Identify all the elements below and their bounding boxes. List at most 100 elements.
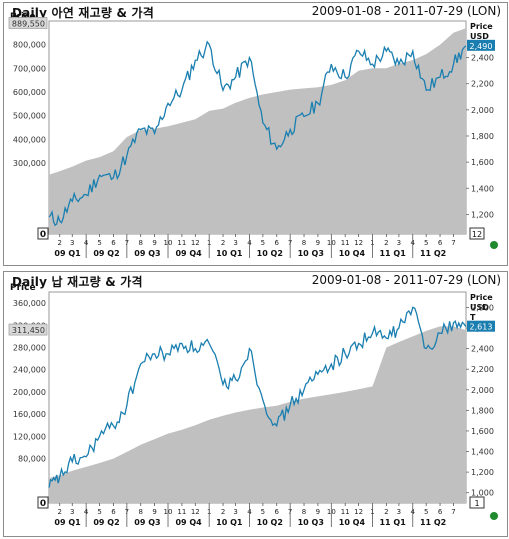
month-label: 2 [384,239,388,247]
right-tick-label: 1,400 [471,448,494,457]
month-label: 2 [58,508,62,516]
right-tick-label: 1,200 [471,210,494,219]
month-label: 3 [397,239,401,247]
left-tick-label: 80,000 [18,455,46,464]
month-label: 5 [97,239,101,247]
status-dot [490,241,498,249]
right-tick-label: 2,000 [471,386,494,395]
left-current-marker [8,17,48,29]
quarter-label: 09 Q4 [175,518,202,527]
left-tick-label: 120,000 [13,432,46,441]
chart-title: Daily 납 재고량 & 가격 [12,275,143,289]
month-label: 11 [177,239,186,247]
left-tick-label: 360,000 [13,299,46,308]
quarter-label: 10 Q2 [257,518,283,527]
month-label: 2 [221,239,225,247]
left-tick-label: 600,000 [13,88,46,97]
quarter-label: 10 Q4 [339,518,366,527]
right-current-label: 2,490 [470,42,493,51]
left-zero-label: 0 [40,230,46,240]
right-axis-title: Price [470,293,493,302]
right-tick-label: 1,800 [471,406,494,415]
inventory-area [49,326,466,503]
month-label: 12 [191,508,200,516]
right-axis-title: USD [470,303,489,312]
month-label: 6 [438,239,443,247]
month-label: 3 [233,239,237,247]
quarter-label: 09 Q3 [134,518,160,527]
month-label: 5 [261,239,265,247]
right-current-marker [467,320,495,332]
quarter-label: 11 Q2 [420,518,446,527]
month-label: 2 [221,508,225,516]
left-zero-marker [37,227,49,240]
left-tick-label: 300,000 [13,159,46,168]
month-label: 3 [70,239,74,247]
date-range: 2009-01-08 - 2011-07-29 (LON) [311,4,501,18]
right-axis-title: Price [470,22,493,31]
month-label: 3 [70,508,74,516]
month-label: 3 [233,508,237,516]
right-tick-label: 2,800 [471,303,494,312]
month-label: 8 [302,239,306,247]
left-tick-label: 240,000 [13,366,46,375]
left-tick-label: 280,000 [13,344,46,353]
lead-chart-panel: Daily 납 재고량 & 가격 2009-01-08 - 2011-07-29… [3,271,508,537]
quarter-label: 10 Q3 [298,518,324,527]
left-current-label: 889,550 [12,19,45,28]
month-label: 9 [152,508,156,516]
month-label: 7 [451,239,455,247]
right-current-label: 2,613 [470,323,493,332]
left-current-label: 311,450 [12,326,45,335]
left-tick-label: 200,000 [13,388,46,397]
inventory-area [49,28,466,234]
quarter-label: 10 Q1 [216,249,243,258]
right-tick-label: 2,000 [471,106,494,115]
month-label: 12 [354,508,363,516]
quarter-label: 10 Q2 [257,249,283,258]
left-tick-label: 500,000 [13,112,46,121]
month-label: 12 [191,239,200,247]
month-label: 5 [424,239,428,247]
left-tick-label: 160,000 [13,410,46,419]
quarter-label: 11 Q1 [379,518,406,527]
left-axis-title: Price [10,12,36,22]
zinc-chart-plot: Price 300,000 400,000 500,000 600,000 700,000… [8,12,498,258]
right-tick-label: 1,000 [471,489,494,498]
date-range: 2009-01-08 - 2011-07-29 (LON) [311,273,501,287]
month-label: 11 [341,508,350,516]
month-label: 5 [97,508,101,516]
left-axis-title: Price [10,283,36,293]
quarter-label: 09 Q2 [93,518,119,527]
month-label: 9 [316,508,320,516]
month-label: 9 [316,239,320,247]
left-tick-label: 400,000 [13,135,46,144]
month-label: 6 [111,239,116,247]
month-label: 9 [152,239,156,247]
month-label: 8 [138,239,142,247]
right-tick-label: 2,200 [471,365,494,374]
left-tick-label: 800,000 [13,41,46,50]
right-tick-label: 2,200 [471,80,494,89]
zinc-chart-panel: Daily 아연 재고량 & 가격 2009-01-08 - 2011-07-2… [3,2,508,266]
quarter-label: 09 Q3 [134,249,160,258]
month-label: 2 [384,508,388,516]
quarter-label: 11 Q2 [420,249,446,258]
month-label: 8 [302,508,306,516]
right-tick-label: 2,400 [471,345,494,354]
right-tick-label: 1,400 [471,184,494,193]
quarter-label: 09 Q1 [54,518,81,527]
month-label: 6 [111,508,116,516]
price-line [48,40,467,227]
chart-title: Daily 아연 재고량 & 가격 [12,6,154,20]
quarter-label: 09 Q4 [175,249,202,258]
right-bottom-label: 1 [474,499,479,508]
left-zero-label: 0 [40,499,46,509]
month-label: 12 [354,239,363,247]
quarter-label: 10 Q3 [298,249,324,258]
quarter-label: 11 Q1 [379,249,406,258]
quarter-label: 09 Q1 [54,249,81,258]
left-zero-marker [37,496,49,509]
month-label: 6 [275,239,280,247]
